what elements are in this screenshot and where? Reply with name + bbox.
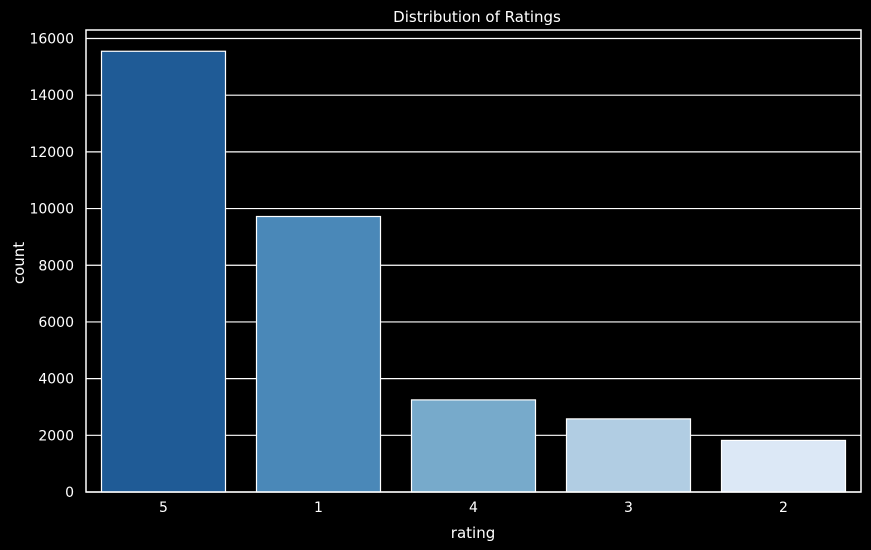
x-tick-label: 5 bbox=[159, 500, 168, 516]
y-tick-label: 4000 bbox=[38, 372, 74, 388]
y-tick-label: 16000 bbox=[29, 32, 74, 48]
y-tick-label: 10000 bbox=[29, 202, 74, 218]
y-axis-title: count bbox=[10, 242, 28, 284]
chart-title: Distribution of Ratings bbox=[393, 8, 561, 26]
x-tick-label: 1 bbox=[314, 500, 323, 516]
bar-2 bbox=[720, 439, 847, 493]
bars bbox=[100, 50, 847, 493]
y-tick-label: 2000 bbox=[38, 428, 74, 444]
x-tick-label: 3 bbox=[624, 500, 633, 516]
bar-1 bbox=[255, 215, 382, 493]
y-tick-label: 8000 bbox=[38, 258, 74, 274]
x-tick-labels: 5 1 4 3 2 bbox=[159, 500, 788, 516]
bar-5 bbox=[100, 50, 227, 493]
x-axis-title: rating bbox=[451, 524, 495, 542]
y-tick-label: 14000 bbox=[29, 88, 74, 104]
y-tick-label: 6000 bbox=[38, 315, 74, 331]
bar-4 bbox=[410, 399, 537, 493]
x-tick-label: 2 bbox=[779, 500, 788, 516]
y-tick-label: 0 bbox=[65, 485, 74, 501]
bar-3 bbox=[565, 418, 692, 493]
x-tick-label: 4 bbox=[469, 500, 478, 516]
axes bbox=[85, 29, 862, 493]
y-tick-label: 12000 bbox=[29, 145, 74, 161]
y-tick-labels: 0 2000 4000 6000 8000 10000 12000 14000 16000 bbox=[29, 32, 74, 501]
plot-frame bbox=[85, 29, 862, 493]
